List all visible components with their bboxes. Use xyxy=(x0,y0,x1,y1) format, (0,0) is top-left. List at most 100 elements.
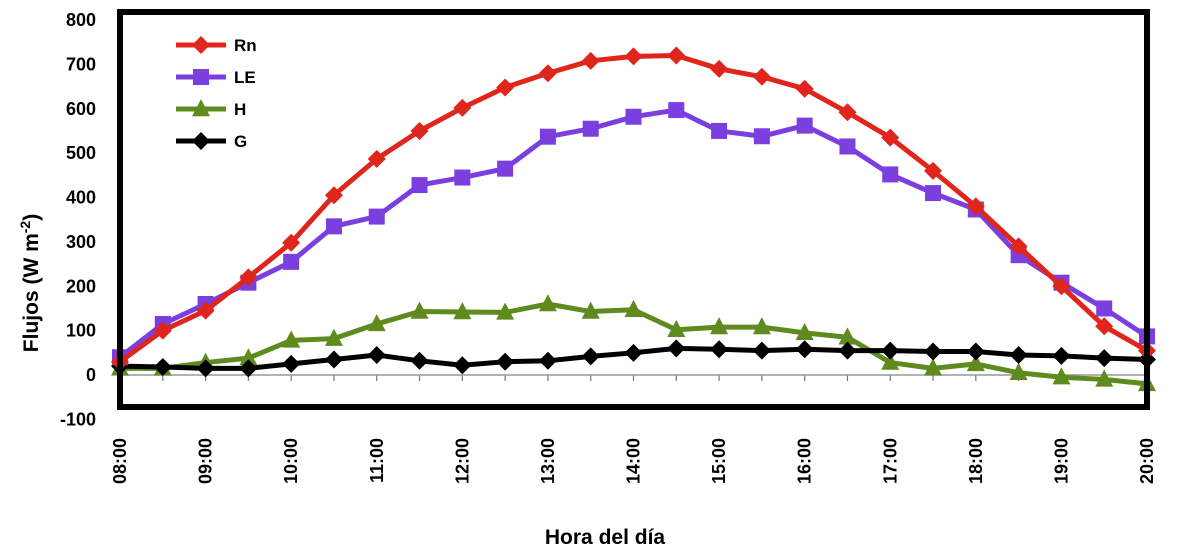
y-axis-title: Flujos (W m-2) xyxy=(17,214,43,352)
x-tick-label: 08:00 xyxy=(110,438,130,484)
legend: Rn LE HG xyxy=(176,36,257,151)
y-tick-label: 300 xyxy=(66,232,96,252)
y-tick-label: 700 xyxy=(66,54,96,74)
data-point xyxy=(752,317,771,335)
data-point xyxy=(795,79,814,98)
y-tick-label: -100 xyxy=(60,409,96,429)
y-axis-title-main: Flujos (W m xyxy=(20,233,43,352)
y-axis-title-sup: -2 xyxy=(17,221,33,234)
data-point xyxy=(453,302,472,320)
data-point xyxy=(367,149,386,168)
data-point xyxy=(496,78,515,97)
data-point xyxy=(1009,346,1028,365)
x-tick-label: 13:00 xyxy=(538,438,558,484)
x-axis-ticks: 08:00 09:00 10:00 11:00 12:00 13:00 14:00 15:00… xyxy=(110,375,1157,484)
data-point xyxy=(1052,367,1071,385)
data-point xyxy=(153,358,172,377)
data-point xyxy=(325,218,342,235)
x-tick-label: 20:00 xyxy=(1137,438,1157,484)
y-tick-label: 800 xyxy=(66,10,96,30)
data-point xyxy=(410,301,429,319)
data-point xyxy=(582,120,599,137)
data-point xyxy=(538,294,557,312)
x-tick-label: 17:00 xyxy=(880,438,900,484)
data-point xyxy=(239,268,258,287)
series-line xyxy=(118,107,1149,360)
plot-frame xyxy=(117,9,1150,410)
data-point xyxy=(624,47,643,66)
data-point xyxy=(1052,277,1071,296)
data-point xyxy=(239,359,258,378)
data-point xyxy=(752,67,771,86)
data-point xyxy=(710,340,729,359)
y-axis-ticks: -100 0 100 200 300 400 500 600 700 800 xyxy=(60,10,96,429)
data-point xyxy=(966,342,985,361)
data-point xyxy=(711,122,728,139)
data-point xyxy=(624,299,643,317)
data-point xyxy=(1095,349,1114,368)
data-point xyxy=(838,103,857,122)
legend-item: Rn xyxy=(176,36,257,55)
data-point xyxy=(453,98,472,117)
x-tick-label: 12:00 xyxy=(452,438,472,484)
data-point xyxy=(924,342,943,361)
data-point xyxy=(368,208,385,225)
data-point xyxy=(581,347,600,366)
y-tick-label: 100 xyxy=(66,321,96,341)
data-point xyxy=(881,128,900,147)
legend-label: G xyxy=(234,132,247,151)
data-point xyxy=(752,341,771,360)
data-point xyxy=(753,128,770,145)
data-point xyxy=(496,352,515,371)
data-point xyxy=(581,301,600,319)
data-point xyxy=(153,321,172,340)
x-tick-label: 16:00 xyxy=(795,438,815,484)
legend-label: LE xyxy=(234,68,256,87)
data-point xyxy=(196,301,215,320)
x-axis-title: Hora del día xyxy=(545,526,666,549)
legend-item: H xyxy=(176,99,246,119)
data-point xyxy=(668,102,685,119)
data-point xyxy=(538,64,557,83)
data-point xyxy=(1009,362,1028,380)
data-point xyxy=(410,121,429,140)
x-tick-label: 18:00 xyxy=(966,438,986,484)
y-tick-label: 200 xyxy=(66,276,96,296)
series-le xyxy=(112,102,1155,366)
data-point xyxy=(454,169,471,186)
y-tick-label: 600 xyxy=(66,99,96,119)
data-point xyxy=(410,351,429,370)
x-tick-label: 15:00 xyxy=(709,438,729,484)
data-point xyxy=(193,69,209,85)
data-point xyxy=(1052,346,1071,365)
data-point xyxy=(538,351,557,370)
x-tick-label: 14:00 xyxy=(624,438,644,484)
data-point xyxy=(625,108,642,125)
data-point xyxy=(881,352,900,370)
data-point xyxy=(192,99,210,117)
data-point xyxy=(667,319,686,337)
legend-label: H xyxy=(234,100,246,119)
data-point xyxy=(324,328,343,346)
data-point xyxy=(282,330,301,348)
data-point xyxy=(966,354,985,372)
data-point xyxy=(411,177,428,194)
data-point xyxy=(925,185,942,202)
data-point xyxy=(882,166,899,183)
legend-label: Rn xyxy=(234,36,257,55)
data-point xyxy=(667,339,686,358)
data-point xyxy=(624,343,643,362)
data-point xyxy=(1096,300,1113,317)
y-tick-label: 0 xyxy=(86,365,96,385)
data-point xyxy=(324,350,343,369)
data-point xyxy=(924,358,943,376)
data-point xyxy=(1009,237,1028,256)
data-point xyxy=(196,359,215,378)
series-group xyxy=(111,46,1156,392)
data-point xyxy=(192,132,210,150)
data-point xyxy=(497,160,514,177)
data-point xyxy=(282,233,301,252)
data-point xyxy=(795,322,814,341)
data-point xyxy=(282,354,301,373)
